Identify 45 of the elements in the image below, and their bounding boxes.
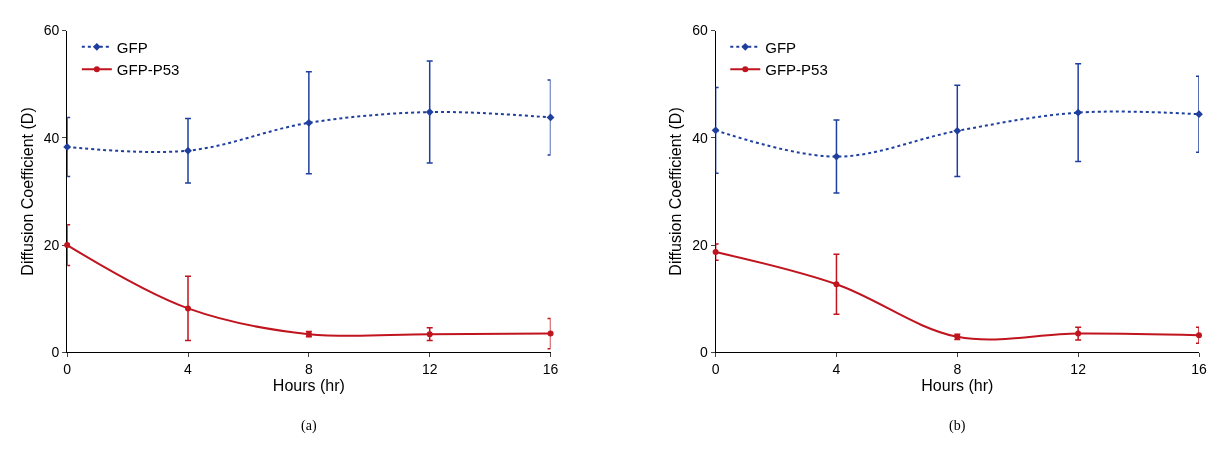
- point: [1196, 332, 1202, 339]
- point: [63, 143, 72, 151]
- x-axis-title: Hours (hr): [921, 377, 994, 395]
- x-tick-label: 8: [953, 361, 962, 378]
- point: [185, 305, 192, 312]
- y-tick-label: 60: [692, 22, 709, 39]
- x-tick-label: 4: [184, 361, 193, 378]
- x-tick-label: 4: [832, 361, 841, 378]
- x-tick-label: 16: [542, 361, 559, 378]
- point: [712, 249, 719, 256]
- x-tick-label: 8: [304, 361, 313, 378]
- point: [1195, 110, 1203, 119]
- x-axis-title: Hours (hr): [272, 377, 345, 395]
- point: [1075, 330, 1082, 337]
- point: [832, 152, 841, 161]
- x-tick-label: 0: [711, 361, 720, 378]
- y-axis-title: Diffusion Coefficient (D): [667, 107, 685, 276]
- x-tick-label: 12: [421, 361, 438, 378]
- point: [64, 242, 71, 249]
- x-tick-label: 12: [1070, 361, 1087, 378]
- legend-label: GFP: [765, 38, 797, 56]
- point: [833, 281, 840, 288]
- x-tick-label: 0: [63, 361, 72, 378]
- point: [304, 118, 313, 127]
- point: [711, 126, 720, 135]
- legend-label: GFP: [116, 38, 148, 56]
- legend-label: GFP-P53: [765, 61, 828, 79]
- legend-label: GFP-P53: [116, 61, 180, 79]
- text: (a): [301, 418, 317, 434]
- x-tick-label: 16: [1191, 361, 1207, 378]
- point: [425, 108, 434, 116]
- point: [1074, 108, 1083, 117]
- y-tick-label: 40: [43, 129, 60, 146]
- text: (b): [949, 418, 966, 434]
- point: [547, 330, 554, 337]
- point: [953, 126, 962, 135]
- point: [184, 146, 192, 155]
- y-axis-title: Diffusion Coefficient (D): [18, 107, 36, 276]
- y-tick-label: 20: [692, 237, 709, 254]
- y-tick-label: 20: [43, 237, 60, 254]
- y-tick-label: 0: [51, 344, 60, 361]
- point: [426, 331, 433, 338]
- y-tick-label: 0: [700, 344, 709, 361]
- y-tick-label: 60: [43, 22, 60, 39]
- y-tick-label: 40: [692, 129, 709, 146]
